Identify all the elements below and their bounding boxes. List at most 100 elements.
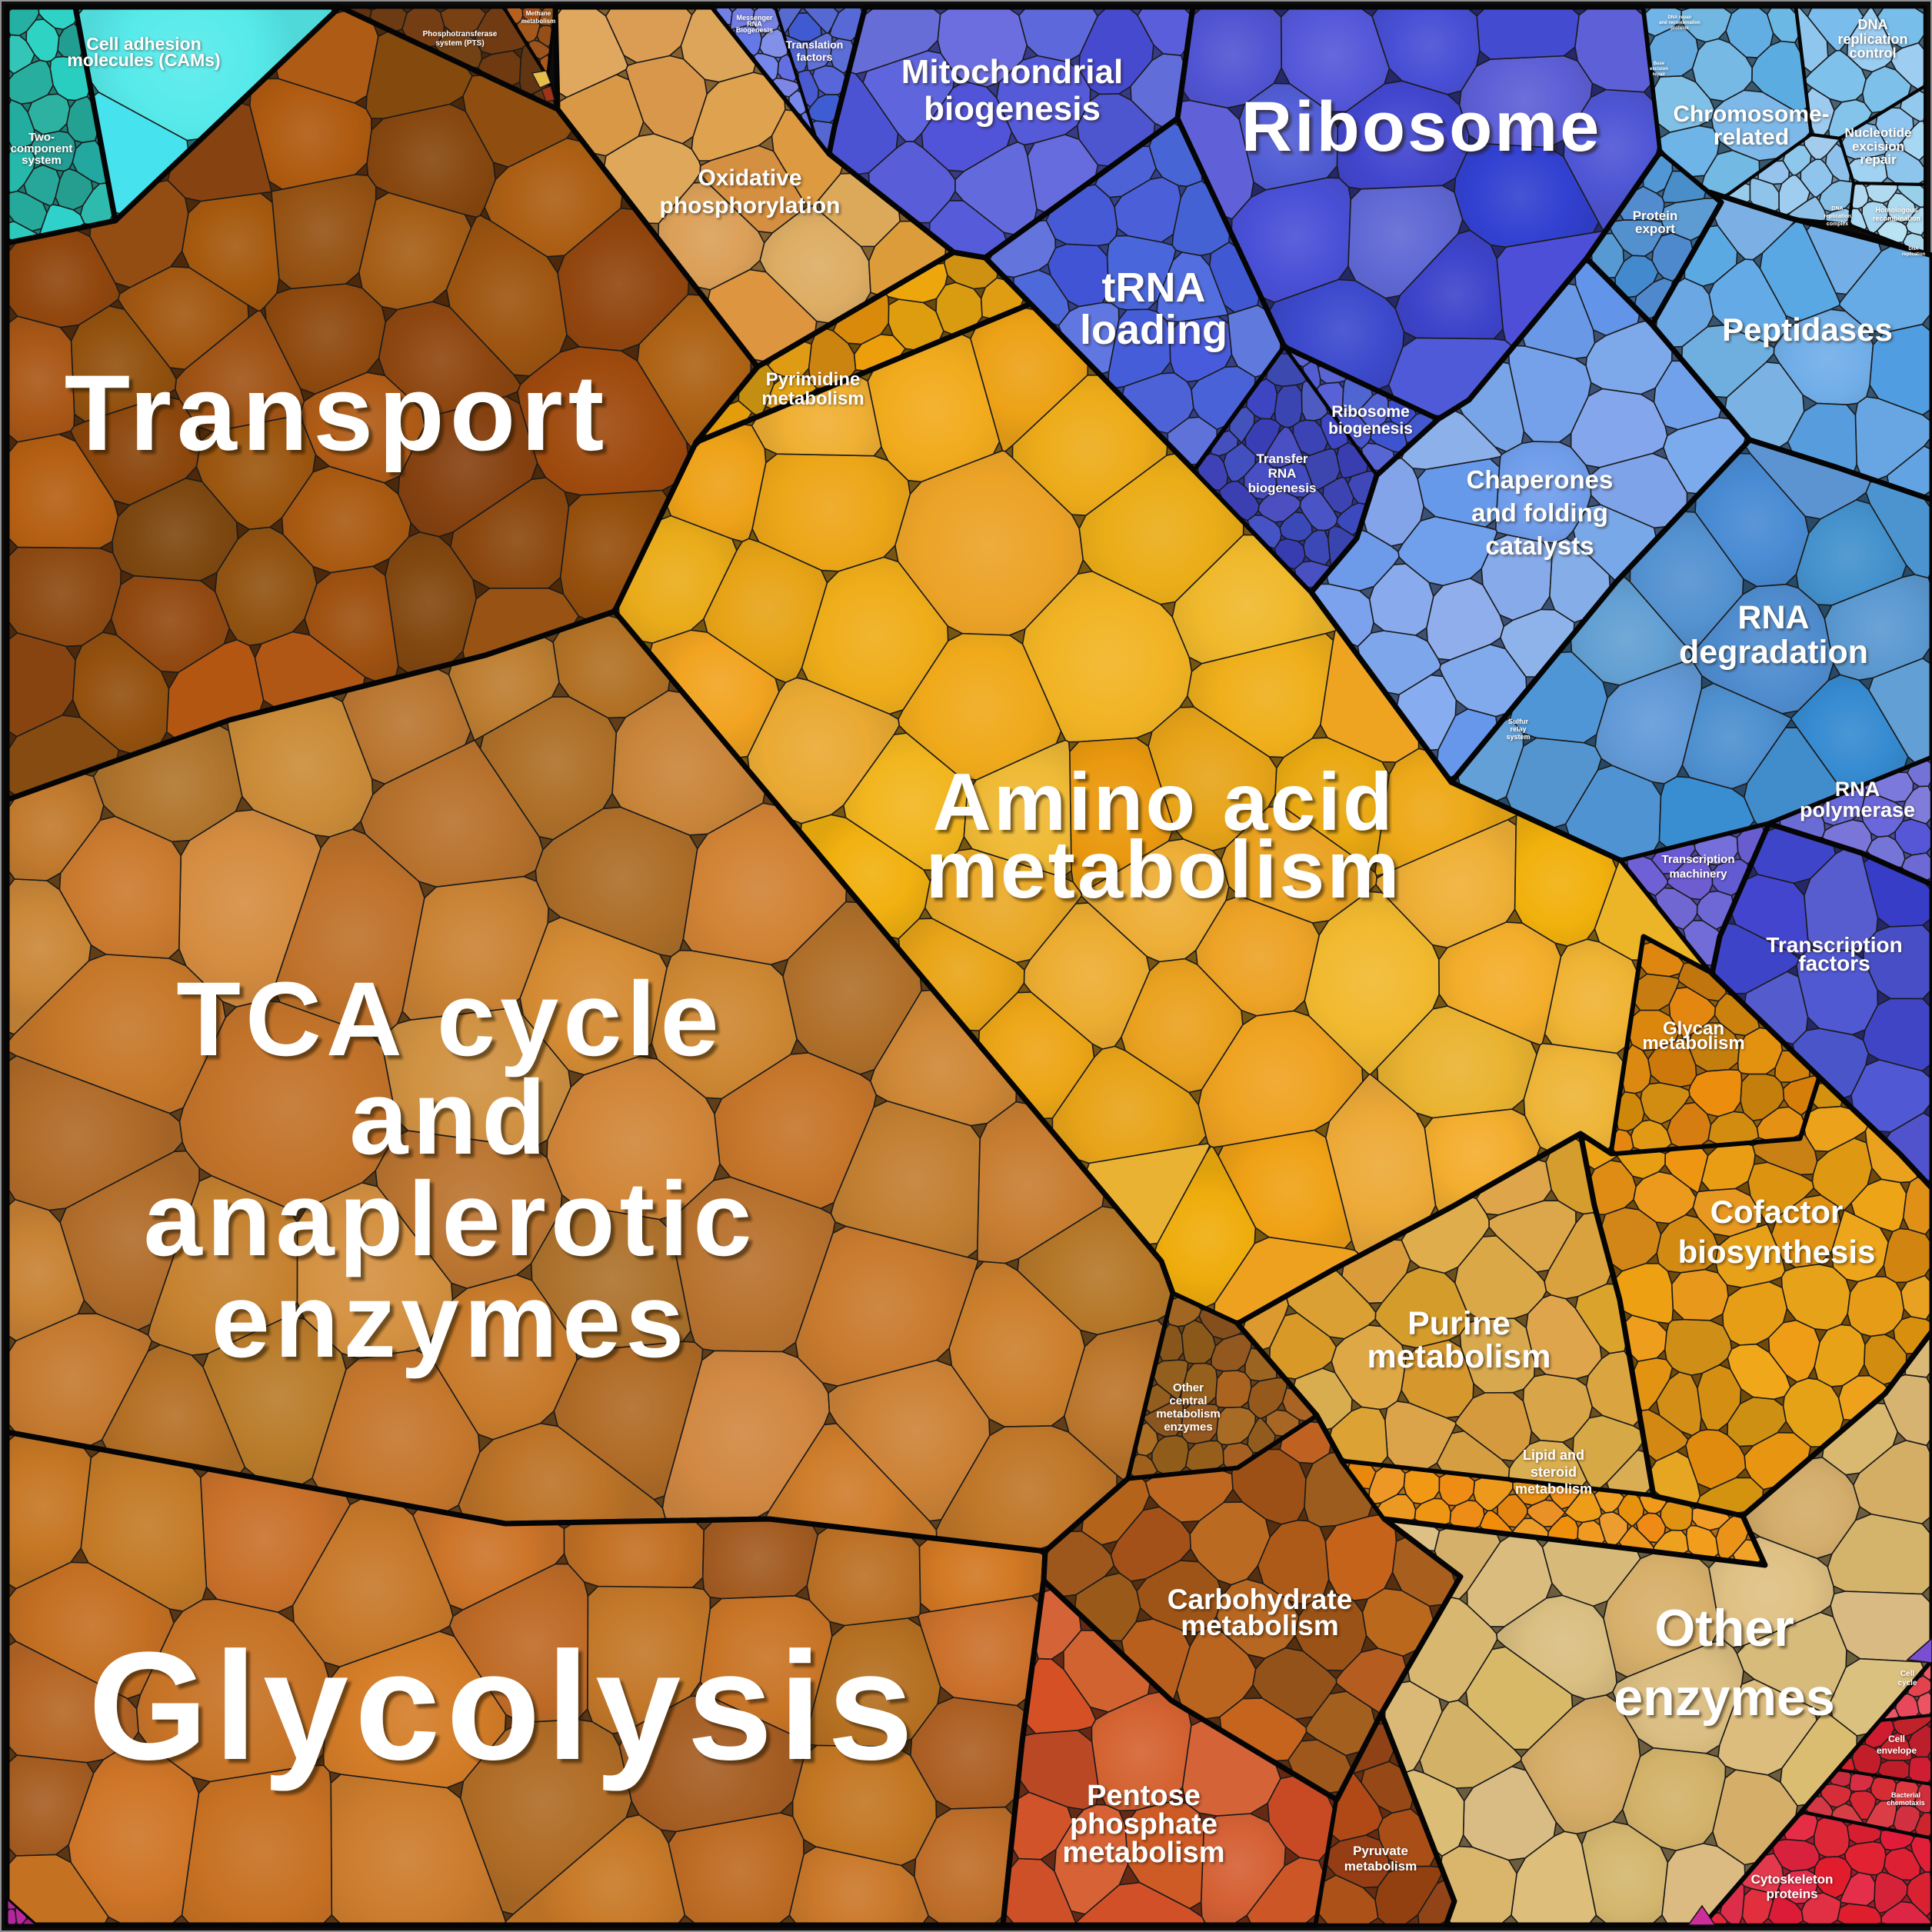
svg-text:central: central <box>1169 1394 1207 1407</box>
svg-text:excision: excision <box>1651 68 1669 72</box>
svg-text:system: system <box>1507 734 1531 741</box>
svg-text:Homologous: Homologous <box>1876 206 1918 214</box>
svg-text:metabolism: metabolism <box>1515 1481 1592 1497</box>
svg-text:Sulfur: Sulfur <box>1508 718 1528 725</box>
svg-text:metabolism: metabolism <box>1156 1407 1220 1421</box>
svg-text:Nucleotide: Nucleotide <box>1845 125 1912 140</box>
svg-text:Pyrimidine: Pyrimidine <box>766 369 861 390</box>
svg-text:component: component <box>11 142 73 155</box>
svg-text:enzymes: enzymes <box>1164 1421 1212 1434</box>
svg-text:excision: excision <box>1650 67 1668 72</box>
svg-text:Transport: Transport <box>65 352 610 473</box>
svg-text:Transcription: Transcription <box>1766 933 1902 957</box>
svg-text:Cell adhesion: Cell adhesion <box>87 35 202 55</box>
svg-text:Messenger: Messenger <box>737 15 774 22</box>
svg-text:Chromosome-: Chromosome- <box>1673 102 1829 127</box>
svg-text:metabolism: metabolism <box>1062 1837 1224 1869</box>
svg-text:replication: replication <box>1824 214 1850 219</box>
svg-text:Transfer: Transfer <box>1256 451 1307 466</box>
svg-text:Transcription: Transcription <box>1662 854 1735 867</box>
svg-text:biogenesis: biogenesis <box>924 90 1101 128</box>
svg-text:Biogenesis: Biogenesis <box>736 26 773 34</box>
svg-text:excision: excision <box>1852 139 1904 154</box>
svg-text:cycle: cycle <box>1897 1679 1917 1687</box>
svg-text:enzymes: enzymes <box>215 1266 693 1384</box>
svg-text:envelope: envelope <box>1877 1745 1917 1756</box>
svg-text:Peptidases: Peptidases <box>1724 313 1894 349</box>
svg-text:biogenesis: biogenesis <box>925 92 1102 129</box>
svg-text:Homologous: Homologous <box>1877 207 1919 215</box>
svg-text:polymerase: polymerase <box>1800 799 1916 822</box>
svg-text:export: export <box>1636 222 1676 237</box>
svg-text:enzymes: enzymes <box>212 1262 689 1380</box>
svg-text:Transcription: Transcription <box>1767 934 1903 958</box>
svg-text:metabolism: metabolism <box>928 828 1404 918</box>
svg-text:Pyruvate: Pyruvate <box>1353 1844 1408 1858</box>
svg-text:metabolism: metabolism <box>522 18 556 25</box>
svg-text:Glycan: Glycan <box>1664 1019 1725 1040</box>
svg-text:Methane: Methane <box>527 11 552 18</box>
svg-text:Two-: Two- <box>29 132 55 145</box>
svg-text:Messenger: Messenger <box>736 14 773 22</box>
svg-text:Mitochondrial: Mitochondrial <box>901 53 1123 91</box>
svg-text:biosynthesis: biosynthesis <box>1678 1234 1876 1270</box>
svg-text:RNA: RNA <box>1835 778 1880 801</box>
svg-text:biogenesis: biogenesis <box>1249 481 1317 496</box>
svg-text:Base: Base <box>1654 62 1666 67</box>
svg-text:repair: repair <box>1860 153 1897 168</box>
svg-text:Cell: Cell <box>1889 1734 1906 1745</box>
svg-text:phosphate: phosphate <box>1071 1810 1219 1842</box>
svg-text:Amino acid: Amino acid <box>932 757 1394 848</box>
svg-text:Protein: Protein <box>1634 209 1679 224</box>
svg-text:RNA: RNA <box>1836 778 1881 801</box>
svg-text:phosphate: phosphate <box>1070 1808 1217 1840</box>
svg-text:repair: repair <box>1653 72 1666 77</box>
svg-text:tRNA: tRNA <box>1102 265 1206 311</box>
svg-text:relay: relay <box>1510 725 1526 733</box>
svg-text:Protein: Protein <box>1633 208 1678 223</box>
svg-text:metabolism: metabolism <box>762 389 864 410</box>
svg-text:relay: relay <box>1511 726 1527 734</box>
svg-text:complex: complex <box>1827 222 1850 228</box>
svg-text:tRNA: tRNA <box>1104 266 1208 312</box>
svg-text:Purine: Purine <box>1409 1307 1512 1344</box>
svg-text:enzymes: enzymes <box>1616 1671 1837 1729</box>
svg-text:metabolism: metabolism <box>521 18 555 25</box>
svg-text:DNA repair: DNA repair <box>1667 15 1692 20</box>
svg-text:Base: Base <box>1654 62 1665 66</box>
svg-text:metabolism: metabolism <box>1345 1860 1417 1874</box>
svg-text:cycle: cycle <box>1898 1680 1917 1688</box>
svg-text:recombination: recombination <box>1874 215 1921 223</box>
svg-text:Transcription: Transcription <box>1661 853 1734 866</box>
svg-text:RNA: RNA <box>1737 599 1809 636</box>
svg-text:chemotaxis: chemotaxis <box>1887 1800 1926 1807</box>
svg-text:Bacterial: Bacterial <box>1892 1792 1921 1800</box>
svg-text:Glycolysis: Glycolysis <box>92 1624 924 1796</box>
svg-text:system: system <box>22 155 62 168</box>
svg-text:machinery: machinery <box>1670 868 1728 881</box>
svg-text:Phosphotransferase: Phosphotransferase <box>424 31 498 39</box>
svg-text:chemotaxis: chemotaxis <box>1887 1799 1925 1807</box>
svg-text:Pyruvate: Pyruvate <box>1354 1844 1409 1859</box>
svg-text:Pentose: Pentose <box>1088 1781 1202 1814</box>
svg-text:factors: factors <box>1798 951 1870 975</box>
svg-text:degradation: degradation <box>1679 634 1868 671</box>
svg-text:catalysts: catalysts <box>1485 531 1594 560</box>
svg-text:metabolism: metabolism <box>1181 1610 1339 1641</box>
svg-text:loading: loading <box>1081 308 1229 355</box>
svg-text:Bacterial: Bacterial <box>1891 1791 1920 1799</box>
svg-text:replication: replication <box>1902 252 1926 257</box>
svg-text:complex: complex <box>1827 222 1849 227</box>
svg-text:Nucleotide: Nucleotide <box>1846 126 1913 141</box>
svg-text:and: and <box>353 1063 555 1181</box>
svg-text:Other: Other <box>1173 1381 1204 1394</box>
svg-text:Amino acid: Amino acid <box>935 760 1397 851</box>
svg-text:RNA: RNA <box>748 21 763 28</box>
svg-text:RNA: RNA <box>1739 601 1810 638</box>
svg-text:proteins: proteins <box>1766 1887 1817 1901</box>
svg-text:phosphorylation: phosphorylation <box>660 193 841 218</box>
svg-text:Glycolysis: Glycolysis <box>88 1621 920 1792</box>
svg-text:machinery: machinery <box>1669 868 1727 881</box>
svg-text:central: central <box>1170 1395 1208 1408</box>
svg-text:Translation: Translation <box>786 38 844 51</box>
